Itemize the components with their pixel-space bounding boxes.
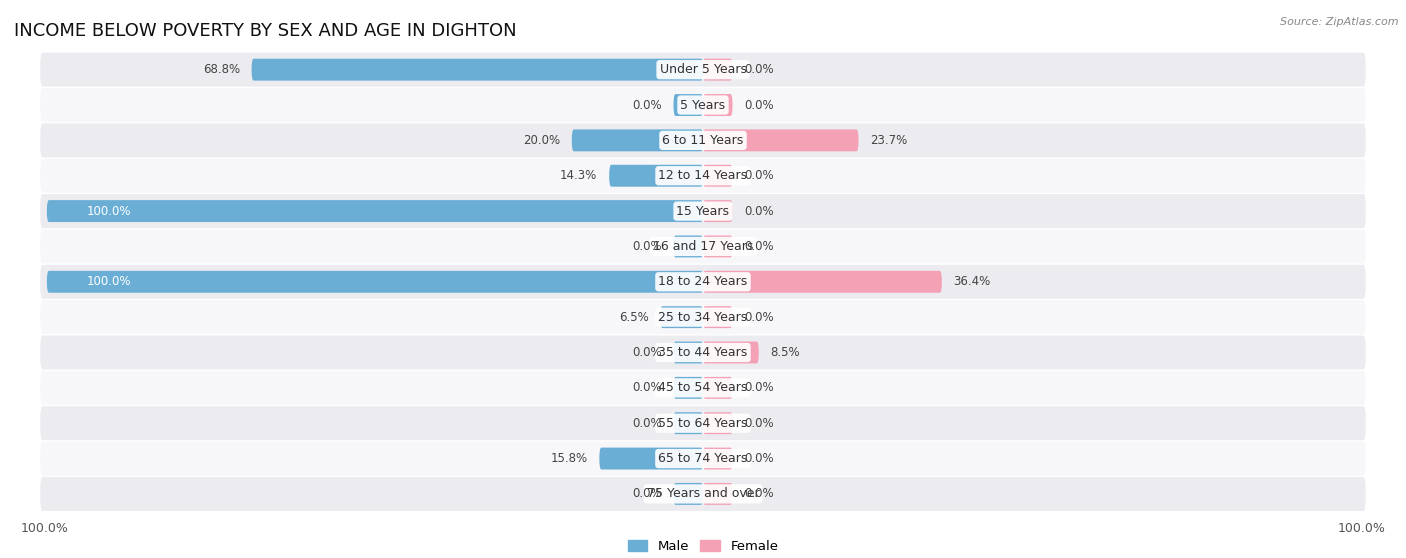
FancyBboxPatch shape: [41, 52, 1365, 86]
FancyBboxPatch shape: [41, 123, 1365, 157]
FancyBboxPatch shape: [703, 483, 733, 505]
FancyBboxPatch shape: [703, 165, 733, 187]
FancyBboxPatch shape: [703, 341, 759, 363]
Text: 65 to 74 Years: 65 to 74 Years: [658, 452, 748, 465]
Text: 0.0%: 0.0%: [744, 169, 773, 182]
Text: 0.0%: 0.0%: [744, 63, 773, 76]
FancyBboxPatch shape: [41, 441, 1365, 475]
FancyBboxPatch shape: [703, 448, 733, 469]
Text: 0.0%: 0.0%: [633, 240, 662, 253]
Text: 0.0%: 0.0%: [633, 417, 662, 430]
FancyBboxPatch shape: [46, 271, 703, 293]
Text: 35 to 44 Years: 35 to 44 Years: [658, 346, 748, 359]
Text: 36.4%: 36.4%: [953, 275, 991, 288]
FancyBboxPatch shape: [41, 265, 1365, 299]
Text: 100.0%: 100.0%: [1337, 522, 1385, 535]
Text: 0.0%: 0.0%: [744, 417, 773, 430]
FancyBboxPatch shape: [609, 165, 703, 187]
Text: 45 to 54 Years: 45 to 54 Years: [658, 381, 748, 395]
FancyBboxPatch shape: [252, 59, 703, 80]
FancyBboxPatch shape: [41, 229, 1365, 263]
FancyBboxPatch shape: [703, 235, 733, 257]
FancyBboxPatch shape: [41, 406, 1365, 440]
Legend: Male, Female: Male, Female: [627, 540, 779, 553]
Text: 0.0%: 0.0%: [633, 346, 662, 359]
FancyBboxPatch shape: [41, 477, 1365, 511]
FancyBboxPatch shape: [41, 88, 1365, 122]
Text: 14.3%: 14.3%: [560, 169, 598, 182]
FancyBboxPatch shape: [703, 94, 733, 116]
Text: 75 Years and over: 75 Years and over: [647, 488, 759, 501]
Text: 0.0%: 0.0%: [633, 488, 662, 501]
Text: Source: ZipAtlas.com: Source: ZipAtlas.com: [1281, 17, 1399, 27]
Text: 68.8%: 68.8%: [202, 63, 240, 76]
Text: 100.0%: 100.0%: [86, 205, 131, 218]
FancyBboxPatch shape: [703, 271, 942, 293]
Text: 20.0%: 20.0%: [523, 134, 560, 147]
FancyBboxPatch shape: [46, 200, 703, 222]
FancyBboxPatch shape: [703, 306, 733, 328]
FancyBboxPatch shape: [703, 129, 859, 151]
Text: 8.5%: 8.5%: [770, 346, 800, 359]
Text: 6.5%: 6.5%: [619, 311, 648, 324]
Text: 12 to 14 Years: 12 to 14 Years: [658, 169, 748, 182]
Text: Under 5 Years: Under 5 Years: [659, 63, 747, 76]
FancyBboxPatch shape: [673, 341, 703, 363]
FancyBboxPatch shape: [41, 371, 1365, 405]
Text: 15.8%: 15.8%: [550, 452, 588, 465]
FancyBboxPatch shape: [673, 377, 703, 399]
Text: 0.0%: 0.0%: [744, 240, 773, 253]
FancyBboxPatch shape: [661, 306, 703, 328]
Text: 25 to 34 Years: 25 to 34 Years: [658, 311, 748, 324]
Text: 55 to 64 Years: 55 to 64 Years: [658, 417, 748, 430]
Text: 15 Years: 15 Years: [676, 205, 730, 218]
Text: 5 Years: 5 Years: [681, 99, 725, 112]
FancyBboxPatch shape: [703, 412, 733, 434]
FancyBboxPatch shape: [673, 483, 703, 505]
Text: 16 and 17 Years: 16 and 17 Years: [652, 240, 754, 253]
FancyBboxPatch shape: [599, 448, 703, 469]
FancyBboxPatch shape: [673, 412, 703, 434]
Text: 100.0%: 100.0%: [21, 522, 69, 535]
Text: 100.0%: 100.0%: [86, 275, 131, 288]
Text: INCOME BELOW POVERTY BY SEX AND AGE IN DIGHTON: INCOME BELOW POVERTY BY SEX AND AGE IN D…: [14, 22, 516, 40]
FancyBboxPatch shape: [703, 59, 733, 80]
Text: 0.0%: 0.0%: [744, 311, 773, 324]
Text: 0.0%: 0.0%: [744, 488, 773, 501]
FancyBboxPatch shape: [572, 129, 703, 151]
FancyBboxPatch shape: [673, 94, 703, 116]
Text: 0.0%: 0.0%: [744, 452, 773, 465]
FancyBboxPatch shape: [703, 377, 733, 399]
Text: 0.0%: 0.0%: [744, 99, 773, 112]
Text: 6 to 11 Years: 6 to 11 Years: [662, 134, 744, 147]
Text: 18 to 24 Years: 18 to 24 Years: [658, 275, 748, 288]
Text: 23.7%: 23.7%: [870, 134, 907, 147]
FancyBboxPatch shape: [41, 194, 1365, 228]
Text: 0.0%: 0.0%: [744, 381, 773, 395]
FancyBboxPatch shape: [41, 300, 1365, 334]
FancyBboxPatch shape: [41, 159, 1365, 193]
Text: 0.0%: 0.0%: [744, 205, 773, 218]
FancyBboxPatch shape: [673, 235, 703, 257]
Text: 0.0%: 0.0%: [633, 99, 662, 112]
FancyBboxPatch shape: [41, 335, 1365, 369]
FancyBboxPatch shape: [703, 200, 733, 222]
Text: 0.0%: 0.0%: [633, 381, 662, 395]
